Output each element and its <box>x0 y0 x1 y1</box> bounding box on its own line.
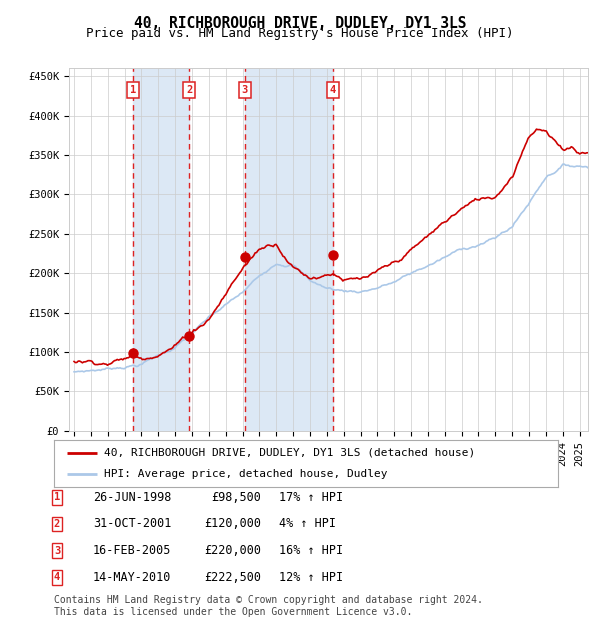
Text: 40, RICHBOROUGH DRIVE, DUDLEY, DY1 3LS (detached house): 40, RICHBOROUGH DRIVE, DUDLEY, DY1 3LS (… <box>104 448 476 458</box>
Text: 4: 4 <box>330 86 336 95</box>
Text: 16-FEB-2005: 16-FEB-2005 <box>93 544 172 557</box>
Text: 31-OCT-2001: 31-OCT-2001 <box>93 518 172 530</box>
Bar <box>245 68 333 431</box>
Text: 4% ↑ HPI: 4% ↑ HPI <box>279 518 336 530</box>
Text: 1: 1 <box>130 86 136 95</box>
Text: Contains HM Land Registry data © Crown copyright and database right 2024.
This d: Contains HM Land Registry data © Crown c… <box>54 595 483 617</box>
Text: 17% ↑ HPI: 17% ↑ HPI <box>279 491 343 503</box>
Text: 14-MAY-2010: 14-MAY-2010 <box>93 571 172 583</box>
Text: 16% ↑ HPI: 16% ↑ HPI <box>279 544 343 557</box>
Text: 1: 1 <box>54 492 60 502</box>
Text: 3: 3 <box>54 546 60 556</box>
Bar <box>133 68 189 431</box>
Text: 4: 4 <box>54 572 60 582</box>
Text: £220,000: £220,000 <box>204 544 261 557</box>
Text: 3: 3 <box>241 86 248 95</box>
Text: £222,500: £222,500 <box>204 571 261 583</box>
Text: 40, RICHBOROUGH DRIVE, DUDLEY, DY1 3LS: 40, RICHBOROUGH DRIVE, DUDLEY, DY1 3LS <box>134 16 466 30</box>
Text: £120,000: £120,000 <box>204 518 261 530</box>
Text: 2: 2 <box>54 519 60 529</box>
Text: Price paid vs. HM Land Registry's House Price Index (HPI): Price paid vs. HM Land Registry's House … <box>86 27 514 40</box>
Text: £98,500: £98,500 <box>211 491 261 503</box>
Text: HPI: Average price, detached house, Dudley: HPI: Average price, detached house, Dudl… <box>104 469 388 479</box>
Text: 2: 2 <box>186 86 192 95</box>
Text: 12% ↑ HPI: 12% ↑ HPI <box>279 571 343 583</box>
Text: 26-JUN-1998: 26-JUN-1998 <box>93 491 172 503</box>
